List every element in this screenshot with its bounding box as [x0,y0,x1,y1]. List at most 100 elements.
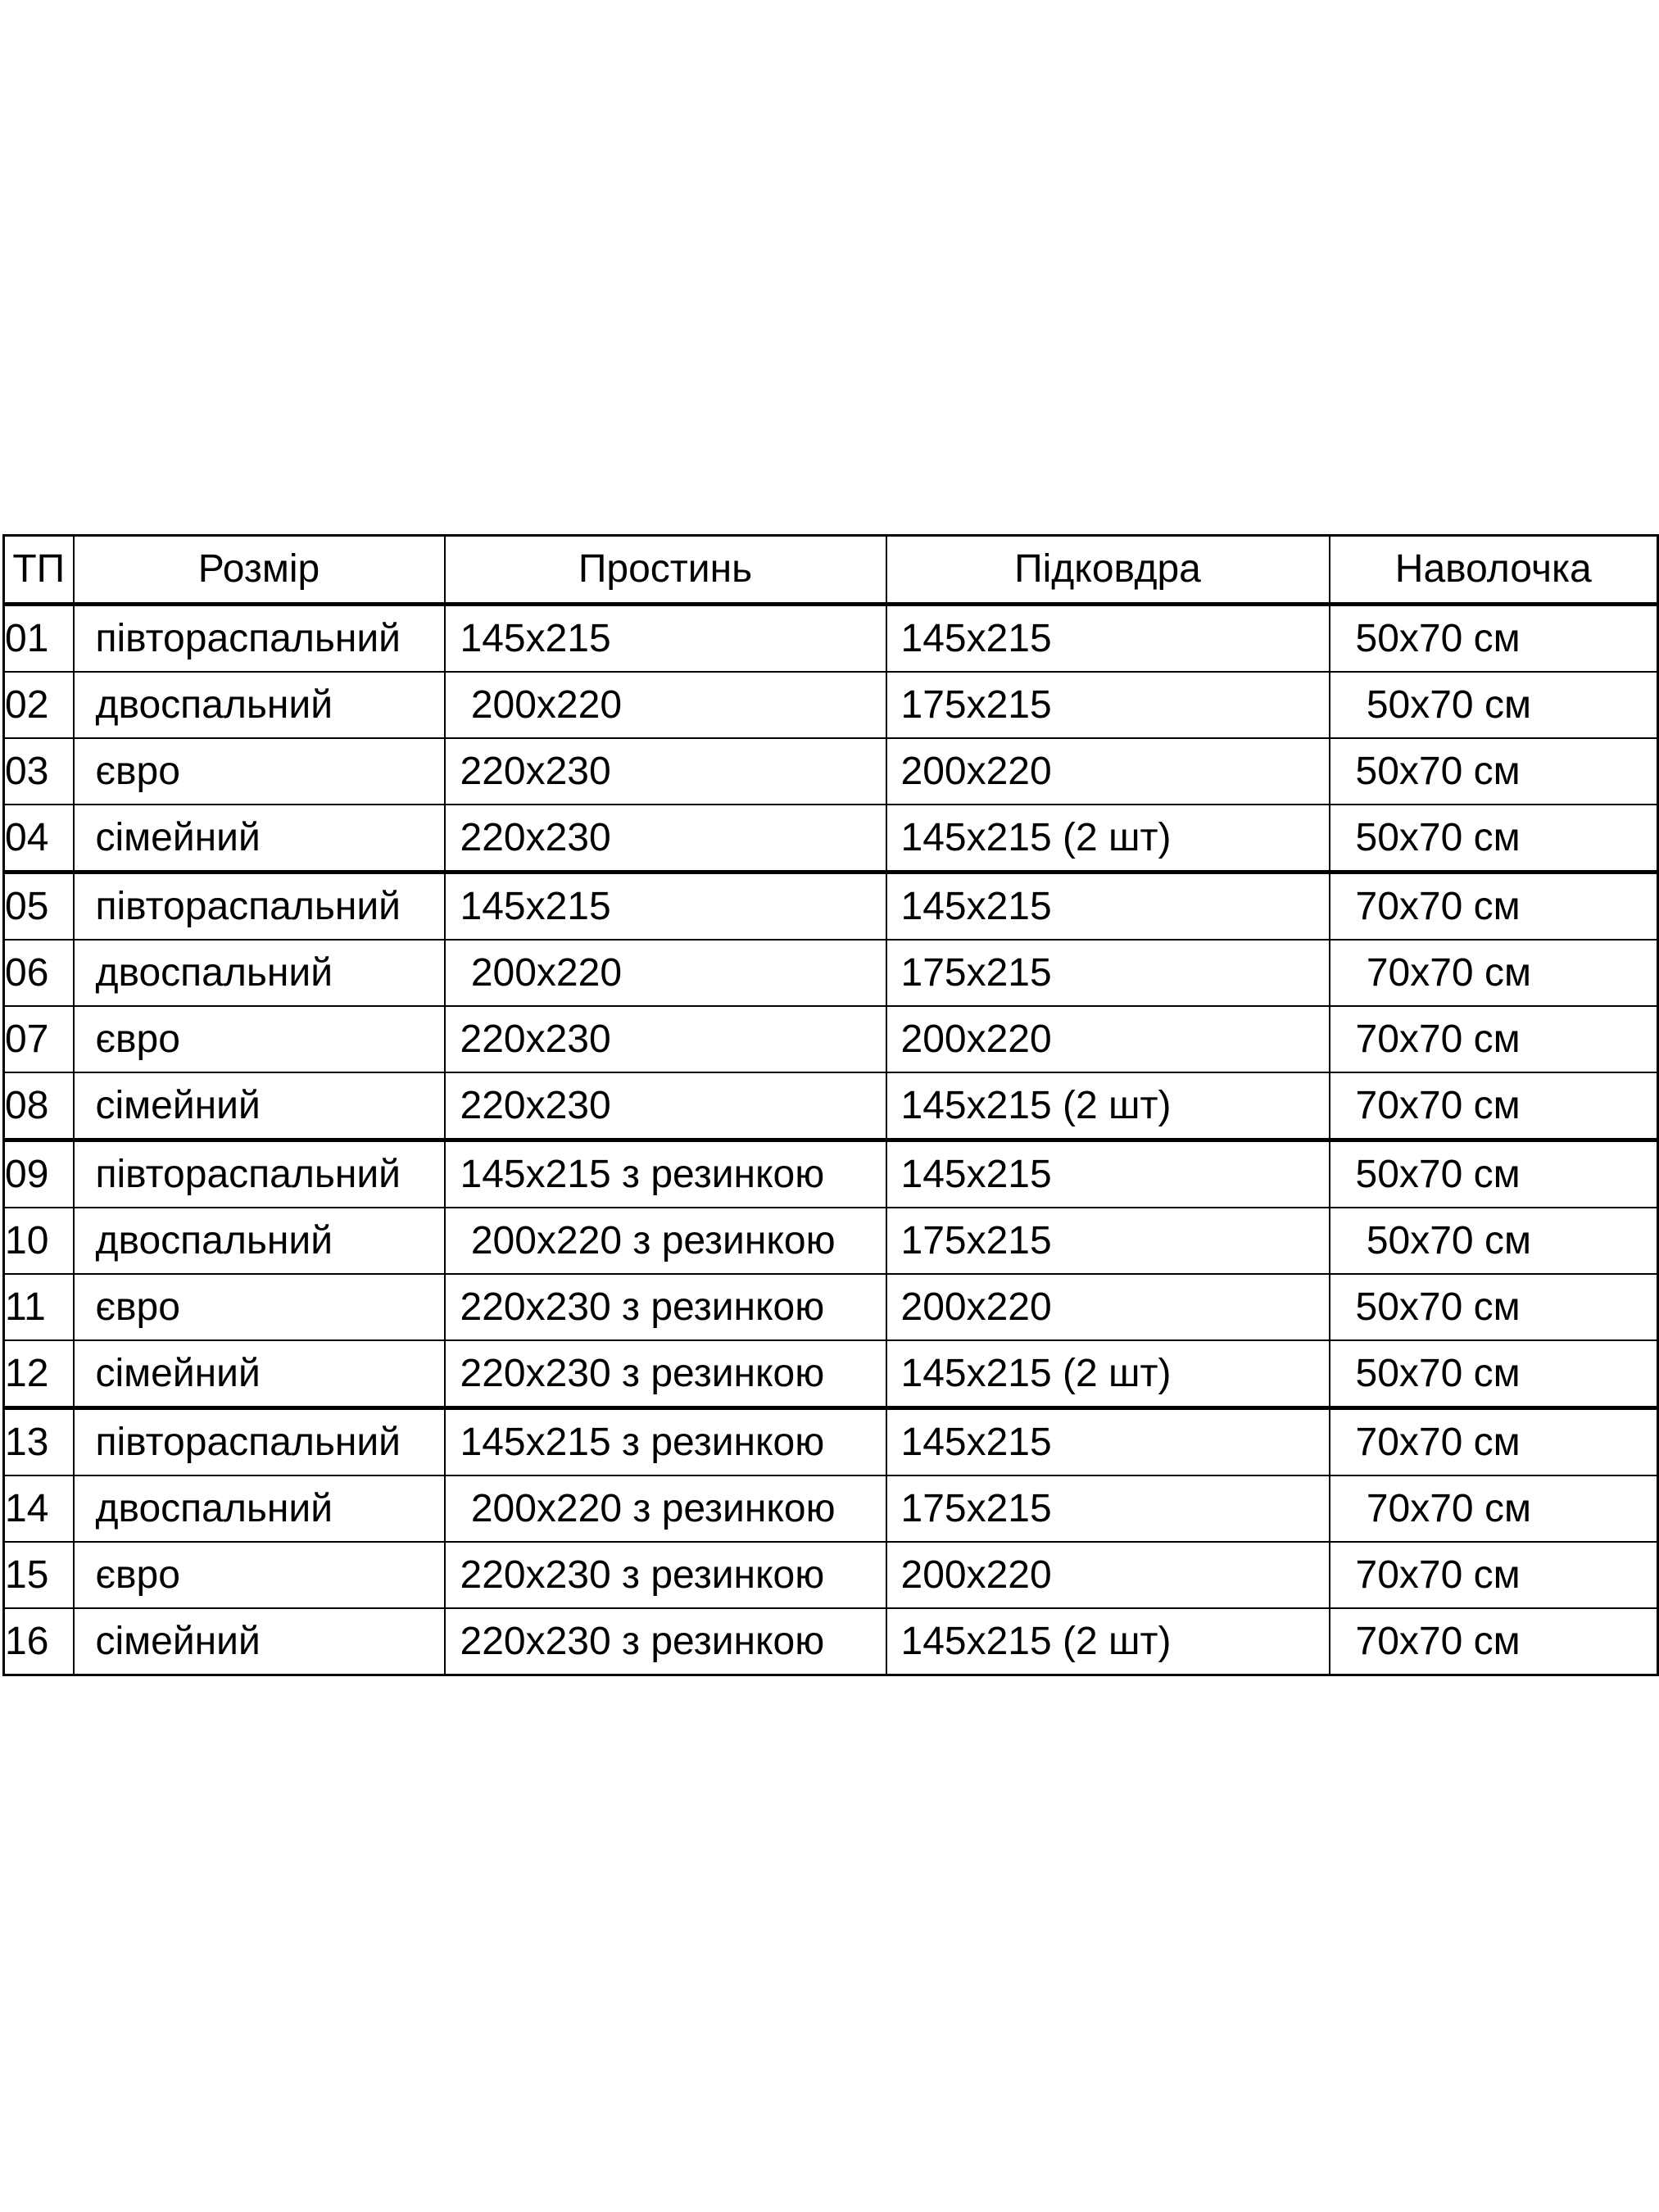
duvet-cover-cell: 145x215 [885,1139,1330,1208]
size-cell: двоспальний [72,1475,446,1543]
pillowcase-cell: 50x70 см [1328,1139,1659,1208]
size-cell: півтораспальний [72,1407,446,1476]
duvet-cover-cell: 145x215 (2 шт) [885,804,1330,874]
row-number-cell: 10 [2,1207,75,1275]
sheet-cell: 220x230 з резинкою [443,1607,887,1676]
sheet-cell: 220x230 з резинкою [443,1273,887,1341]
sheet-cell: 145x215 [443,871,887,941]
size-cell: сімейний [72,1607,446,1676]
row-number-cell: 05 [2,871,75,941]
table-row: 11 євро 220x230 з резинкою 200x220 50x70… [2,1273,1659,1341]
table-row: 03 євро 220x230 200x220 50x70 см [2,737,1659,805]
bedding-size-table-container: ТП Розмір Простинь Підковдра Наволочка 0… [2,534,1659,1676]
sheet-cell: 200x220 [443,939,887,1007]
table-row: 10 двоспальний 200x220 з резинкою 175x21… [2,1207,1659,1275]
duvet-cover-cell: 175x215 [885,671,1330,739]
table-row: 15 євро 220x230 з резинкою 200x220 70x70… [2,1541,1659,1609]
row-number-cell: 15 [2,1541,75,1609]
duvet-cover-cell: 175x215 [885,1475,1330,1543]
duvet-cover-cell: 145x215 [885,603,1330,673]
size-cell: євро [72,1541,446,1609]
pillowcase-cell: 50x70 см [1328,737,1659,805]
size-cell: сімейний [72,1072,446,1142]
row-number-cell: 01 [2,603,75,673]
duvet-cover-cell: 200x220 [885,1273,1330,1341]
sheet-cell: 220x230 з резинкою [443,1339,887,1410]
table-row: 08 сімейний 220x230 145x215 (2 шт) 70x70… [2,1072,1659,1142]
row-number-cell: 02 [2,671,75,739]
column-header-tp: ТП [2,534,75,606]
duvet-cover-cell: 200x220 [885,1541,1330,1609]
row-number-cell: 09 [2,1139,75,1208]
table-row: 05 півтораспальний 145x215 145x215 70x70… [2,871,1659,941]
sheet-cell: 220x230 з резинкою [443,1541,887,1609]
pillowcase-cell: 50x70 см [1328,1207,1659,1275]
row-number-cell: 06 [2,939,75,1007]
row-number-cell: 03 [2,737,75,805]
sheet-cell: 145x215 з резинкою [443,1407,887,1476]
bedding-size-table: ТП Розмір Простинь Підковдра Наволочка 0… [2,534,1659,1676]
duvet-cover-cell: 175x215 [885,939,1330,1007]
duvet-cover-cell: 145x215 (2 шт) [885,1339,1330,1410]
size-cell: півтораспальний [72,871,446,941]
duvet-cover-cell: 145x215 (2 шт) [885,1607,1330,1676]
sheet-cell: 220x230 [443,737,887,805]
row-number-cell: 16 [2,1607,75,1676]
table-row: 16 сімейний 220x230 з резинкою 145x215 (… [2,1607,1659,1676]
size-cell: двоспальний [72,1207,446,1275]
sheet-cell: 145x215 [443,603,887,673]
pillowcase-cell: 50x70 см [1328,1339,1659,1410]
column-header-sheet: Простинь [443,534,887,606]
duvet-cover-cell: 200x220 [885,1005,1330,1073]
row-number-cell: 11 [2,1273,75,1341]
size-cell: євро [72,1005,446,1073]
table-header-row: ТП Розмір Простинь Підковдра Наволочка [2,534,1659,606]
column-header-size: Розмір [72,534,446,606]
row-number-cell: 14 [2,1475,75,1543]
row-number-cell: 07 [2,1005,75,1073]
sheet-cell: 200x220 [443,671,887,739]
table-row: 01 півтораспальний 145x215 145x215 50x70… [2,603,1659,673]
sheet-cell: 220x230 [443,1005,887,1073]
pillowcase-cell: 70x70 см [1328,1005,1659,1073]
pillowcase-cell: 70x70 см [1328,939,1659,1007]
row-number-cell: 08 [2,1072,75,1142]
sheet-cell: 200x220 з резинкою [443,1475,887,1543]
duvet-cover-cell: 145x215 [885,871,1330,941]
size-cell: півтораспальний [72,603,446,673]
pillowcase-cell: 50x70 см [1328,1273,1659,1341]
size-cell: сімейний [72,804,446,874]
table-row: 12 сімейний 220x230 з резинкою 145x215 (… [2,1339,1659,1410]
duvet-cover-cell: 175x215 [885,1207,1330,1275]
pillowcase-cell: 70x70 см [1328,1541,1659,1609]
table-row: 04 сімейний 220x230 145x215 (2 шт) 50x70… [2,804,1659,874]
size-cell: євро [72,1273,446,1341]
row-number-cell: 12 [2,1339,75,1410]
size-cell: сімейний [72,1339,446,1410]
size-cell: півтораспальний [72,1139,446,1208]
sheet-cell: 200x220 з резинкою [443,1207,887,1275]
pillowcase-cell: 70x70 см [1328,1607,1659,1676]
size-cell: двоспальний [72,671,446,739]
sheet-cell: 220x230 [443,1072,887,1142]
table-row: 02 двоспальний 200x220 175x215 50x70 см [2,671,1659,739]
column-header-duvet-cover: Підковдра [885,534,1330,606]
table-row: 07 євро 220x230 200x220 70x70 см [2,1005,1659,1073]
row-number-cell: 13 [2,1407,75,1476]
pillowcase-cell: 70x70 см [1328,1475,1659,1543]
size-cell: двоспальний [72,939,446,1007]
pillowcase-cell: 70x70 см [1328,871,1659,941]
table-row: 06 двоспальний 200x220 175x215 70x70 см [2,939,1659,1007]
duvet-cover-cell: 145x215 (2 шт) [885,1072,1330,1142]
pillowcase-cell: 70x70 см [1328,1072,1659,1142]
row-number-cell: 04 [2,804,75,874]
table-row: 09 півтораспальний 145x215 з резинкою 14… [2,1139,1659,1208]
sheet-cell: 145x215 з резинкою [443,1139,887,1208]
column-header-pillowcase: Наволочка [1328,534,1659,606]
pillowcase-cell: 50x70 см [1328,804,1659,874]
table-row: 14 двоспальний 200x220 з резинкою 175x21… [2,1475,1659,1543]
sheet-cell: 220x230 [443,804,887,874]
duvet-cover-cell: 145x215 [885,1407,1330,1476]
pillowcase-cell: 50x70 см [1328,603,1659,673]
duvet-cover-cell: 200x220 [885,737,1330,805]
